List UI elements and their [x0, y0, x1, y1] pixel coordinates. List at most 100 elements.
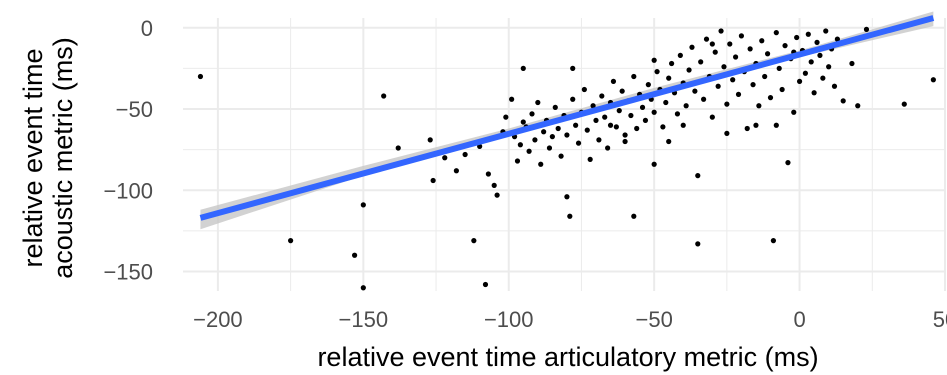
data-point	[514, 158, 521, 164]
y-axis-ticks: 0 −50 −100 −150	[103, 16, 153, 285]
data-point	[930, 77, 936, 83]
data-point	[782, 43, 788, 49]
data-point	[581, 86, 587, 93]
data-point	[520, 119, 526, 125]
data-point	[526, 148, 532, 154]
major-gridlines	[183, 18, 946, 291]
data-point	[395, 145, 401, 151]
data-point	[701, 96, 707, 102]
y-tick-label: 0	[141, 16, 153, 41]
data-point	[491, 182, 497, 188]
minor-gridlines	[183, 18, 945, 291]
data-point	[770, 238, 777, 244]
data-point	[427, 137, 433, 143]
data-point	[677, 52, 683, 58]
data-point	[462, 151, 468, 158]
data-point	[619, 88, 625, 94]
data-point	[631, 213, 637, 219]
data-point	[555, 125, 561, 132]
data-point	[651, 161, 657, 167]
data-point	[552, 104, 558, 110]
data-point	[622, 132, 628, 138]
data-point	[796, 78, 803, 84]
y-tick-label: −50	[116, 97, 153, 122]
data-point	[360, 285, 366, 291]
data-point	[715, 83, 721, 89]
data-point	[564, 194, 570, 200]
data-point	[503, 114, 509, 120]
data-point	[712, 49, 718, 55]
data-point	[381, 93, 387, 99]
data-point	[573, 122, 579, 128]
data-point	[520, 65, 526, 71]
data-point	[628, 112, 634, 119]
data-point	[538, 161, 544, 167]
data-point	[645, 82, 651, 88]
y-tick-label: −100	[103, 178, 153, 203]
data-point	[587, 156, 593, 162]
data-point	[660, 124, 666, 130]
data-point	[695, 241, 701, 247]
data-point	[744, 125, 750, 132]
data-point	[669, 60, 675, 67]
data-point	[596, 137, 602, 143]
data-point	[794, 34, 800, 41]
data-points	[197, 26, 936, 291]
data-point	[570, 65, 576, 71]
data-point	[482, 281, 489, 288]
data-point	[517, 142, 523, 148]
data-point	[695, 173, 701, 179]
data-point	[599, 93, 605, 99]
data-point	[802, 70, 808, 76]
data-point	[735, 91, 742, 97]
data-point	[584, 127, 590, 133]
data-point	[622, 138, 628, 145]
y-tick-label: −150	[103, 260, 153, 285]
data-point	[674, 111, 681, 117]
data-point	[756, 103, 762, 109]
data-point	[776, 65, 782, 71]
data-point	[494, 192, 500, 198]
data-point	[732, 54, 739, 60]
data-point	[575, 140, 582, 146]
data-point	[651, 57, 657, 63]
data-point	[642, 117, 649, 123]
data-point	[747, 46, 753, 52]
data-point	[613, 124, 619, 130]
data-point	[532, 137, 538, 143]
data-point	[791, 109, 797, 115]
x-axis-ticks: −200 −150 −100 −50 0 50	[193, 307, 947, 332]
data-point	[826, 64, 832, 70]
data-point	[855, 103, 861, 109]
data-point	[430, 177, 436, 184]
data-point	[663, 99, 669, 106]
data-point	[762, 73, 768, 80]
data-point	[901, 101, 907, 107]
data-point	[546, 145, 553, 151]
fit-line-layer	[199, 15, 935, 221]
data-point	[709, 114, 715, 120]
x-tick-label: −150	[339, 307, 389, 332]
x-tick-label: 50	[933, 307, 947, 332]
data-point	[651, 109, 657, 115]
data-point	[840, 98, 846, 104]
data-point	[570, 96, 576, 102]
data-point	[610, 78, 617, 84]
data-point	[288, 238, 294, 244]
data-point	[834, 36, 840, 42]
data-point	[634, 125, 640, 132]
data-point	[773, 122, 779, 128]
data-point	[535, 99, 541, 106]
regression-line	[199, 15, 935, 221]
data-point	[730, 77, 736, 83]
x-tick-label: 0	[793, 307, 805, 332]
x-tick-label: −50	[635, 307, 672, 332]
data-point	[703, 36, 710, 42]
data-point	[567, 213, 573, 219]
data-point	[811, 90, 817, 96]
data-point	[863, 26, 870, 32]
data-point	[831, 83, 838, 89]
data-point	[738, 33, 745, 39]
data-point	[593, 117, 599, 123]
